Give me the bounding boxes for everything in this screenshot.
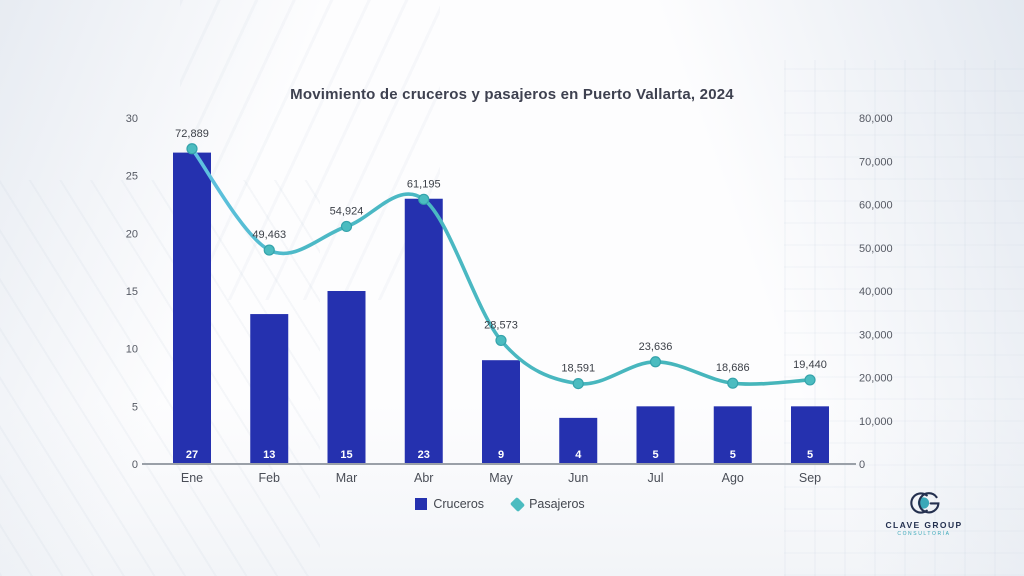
x-axis-category-label-May: May [489, 471, 513, 485]
right-axis-tick-label: 30,000 [859, 329, 893, 341]
line-marker-May [495, 334, 507, 347]
x-axis-category-label-Ago: Ago [722, 471, 744, 485]
point-label-Mar: 54,924 [330, 205, 364, 217]
right-axis-tick-label: 50,000 [859, 243, 893, 255]
x-axis-category-label-Feb: Feb [258, 471, 280, 485]
line-marker-Ene [186, 143, 198, 155]
point-label-Abr: 61,195 [407, 178, 441, 190]
right-axis-tick-label: 60,000 [859, 200, 893, 212]
bar-value-label-Sep: 5 [807, 449, 813, 461]
bar-Sep [791, 406, 829, 463]
right-axis-tick-label: 70,000 [859, 156, 893, 168]
cg-monogram-icon [910, 492, 940, 514]
cruceros-square-swatch-icon [415, 498, 428, 510]
bar-Jul [636, 406, 675, 463]
legend-label-cruceros: Cruceros [433, 497, 485, 511]
point-label-Jun: 18,591 [561, 363, 595, 375]
x-axis-category-label-Ene: Ene [181, 471, 203, 485]
bar-Ago [713, 406, 752, 463]
logo-name: CLAVE GROUP [885, 520, 963, 530]
point-label-Ago: 18,686 [716, 362, 750, 374]
left-axis-tick-label: 15 [126, 286, 138, 298]
right-axis-tick-label: 10,000 [859, 416, 893, 428]
line-marker-Ago [727, 377, 739, 389]
left-axis-tick-label: 30 [126, 113, 138, 125]
legend-item-pasajeros: Pasajeros [509, 496, 585, 512]
bar-value-label-Mar: 15 [340, 449, 352, 461]
bar-Abr [404, 198, 443, 463]
bar-value-label-Abr: 23 [418, 449, 430, 461]
legend-label-pasajeros: Pasajeros [529, 497, 585, 511]
bar-Mar [327, 291, 366, 463]
bar-Jun [559, 417, 598, 463]
right-axis-tick-label: 80,000 [859, 113, 893, 125]
x-axis-category-label-Jul: Jul [648, 471, 664, 485]
line-marker-Jul [649, 356, 662, 368]
line-marker-Abr [418, 193, 430, 205]
left-axis-tick-label: 10 [126, 344, 138, 356]
logo-tagline: CONSULTORÍA [897, 531, 951, 537]
left-axis-tick-label: 5 [132, 401, 138, 413]
x-axis-category-label-Jun: Jun [568, 471, 588, 485]
bar-value-label-Feb: 13 [263, 449, 275, 461]
bar-value-label-Ago: 5 [730, 449, 736, 461]
clave-group-logo: CLAVE GROUP CONSULTORÍA [874, 489, 974, 537]
pasajeros-diamond-swatch-icon [509, 496, 526, 512]
left-axis-tick-label: 0 [132, 459, 138, 471]
pasajeros-line [190, 146, 812, 386]
right-axis-tick-label: 0 [859, 459, 865, 471]
point-label-May: 28,573 [484, 319, 518, 331]
line-marker-Feb [263, 244, 275, 256]
right-axis-tick-label: 20,000 [859, 373, 893, 385]
x-axis-category-label-Abr: Abr [414, 471, 433, 485]
legend-item-cruceros: Cruceros [415, 497, 484, 511]
right-axis-tick-label: 40,000 [859, 286, 893, 298]
bar-value-label-May: 9 [498, 449, 504, 461]
bar-value-label-Ene: 27 [186, 449, 198, 461]
line-marker-Sep [804, 374, 816, 386]
point-label-Feb: 49,463 [252, 229, 286, 241]
chart-title: Movimiento de cruceros y pasajeros en Pu… [290, 86, 734, 103]
point-label-Ene: 72,889 [175, 128, 209, 140]
bar-Ene [173, 152, 211, 463]
left-axis-tick-label: 25 [126, 171, 138, 183]
left-axis-tick-label: 20 [126, 228, 138, 240]
bar-Feb [250, 314, 289, 463]
line-marker-Mar [340, 220, 353, 233]
bar-value-label-Jul: 5 [652, 449, 658, 461]
x-axis-category-label-Mar: Mar [336, 471, 358, 485]
line-marker-Jun [572, 377, 584, 390]
point-label-Sep: 19,440 [793, 359, 827, 371]
bar-value-label-Jun: 4 [575, 449, 582, 461]
x-axis-category-label-Sep: Sep [799, 471, 821, 485]
point-label-Jul: 23,636 [639, 341, 673, 353]
chart-legend: Cruceros Pasajeros [148, 496, 852, 512]
bar-May [482, 360, 520, 463]
